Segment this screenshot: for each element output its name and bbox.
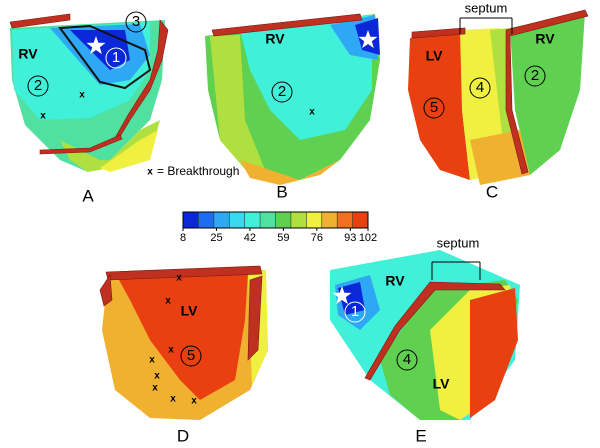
- chamber-label: RV: [18, 46, 38, 62]
- region-circle: [524, 65, 546, 87]
- septum-label: septum: [465, 0, 508, 15]
- colorbar-tick-label: 25: [210, 232, 222, 244]
- breakthrough-mark: x: [165, 296, 171, 307]
- heart-d: [99, 265, 268, 420]
- chamber-label: LV: [181, 303, 199, 319]
- chamber-label: RV: [535, 31, 555, 47]
- breakthrough-mark: x: [40, 111, 46, 122]
- region-number: 2: [34, 77, 42, 94]
- panel-label: C: [486, 182, 498, 201]
- region-circle: [396, 349, 418, 371]
- breakthrough-mark: x: [168, 345, 174, 356]
- colorbar-tick-label: 59: [277, 232, 289, 244]
- region-circle: [344, 301, 366, 323]
- region-circle: [180, 345, 202, 367]
- region-number: 1: [112, 49, 120, 66]
- panel-label: E: [415, 426, 426, 445]
- region-number: 5: [187, 347, 195, 364]
- region-circle: [423, 97, 445, 119]
- colorbar: 8 25 42 59 76 93 102: [180, 211, 377, 244]
- pacing-star: [332, 286, 352, 305]
- colorbar-swatch: [244, 212, 261, 228]
- region-circle: [469, 77, 491, 99]
- heart-e: [330, 250, 520, 420]
- colorbar-frame: [182, 211, 369, 229]
- colorbar-swatch: [198, 212, 215, 228]
- breakthrough-mark: x: [191, 396, 197, 407]
- region-circle: [125, 11, 147, 33]
- region-circle: [105, 47, 127, 69]
- colorbar-swatch: [213, 212, 230, 228]
- region-number: 4: [403, 351, 411, 368]
- region-number: 2: [278, 83, 286, 100]
- region-number: 4: [476, 79, 484, 96]
- note-text: = Breakthrough: [157, 164, 239, 178]
- panel-label: D: [177, 426, 189, 445]
- colorbar-swatch: [290, 212, 307, 228]
- colorbar-swatch: [352, 212, 369, 228]
- breakthrough-mark: x: [149, 355, 155, 366]
- colorbar-swatch: [260, 212, 276, 228]
- colorbar-swatch: [229, 212, 246, 228]
- colorbar-tick-label: 8: [180, 232, 186, 244]
- chamber-label: LV: [426, 48, 444, 64]
- colorbar-tick-label: 42: [244, 232, 256, 244]
- breakthrough-mark: x: [170, 394, 176, 405]
- region-number: 5: [430, 99, 438, 116]
- region-number: 3: [132, 13, 140, 30]
- heart-b: [205, 13, 380, 185]
- septum-label: septum: [437, 235, 480, 250]
- panel-label: B: [276, 182, 287, 201]
- pacing-star: [358, 30, 378, 49]
- chamber-label: RV: [265, 31, 285, 47]
- breakthrough-mark: x: [309, 107, 315, 118]
- chamber-label: RV: [385, 273, 405, 289]
- region-number: 2: [531, 67, 539, 84]
- region-number: 1: [351, 303, 359, 320]
- colorbar-swatch: [275, 212, 292, 228]
- colorbar-tick-label: 93: [344, 232, 356, 244]
- colorbar-tick-label: 102: [359, 232, 377, 244]
- note-symbol: x: [147, 167, 153, 178]
- breakthrough-mark: x: [152, 383, 158, 394]
- colorbar-swatch: [183, 212, 199, 228]
- breakthrough-mark: x: [176, 273, 182, 284]
- colorbar-tick-label: 76: [311, 232, 323, 244]
- pacing-star: [86, 36, 106, 55]
- breakthrough-mark: x: [79, 90, 85, 101]
- heart-c: [408, 9, 589, 185]
- colorbar-swatch: [337, 212, 354, 228]
- colorbar-swatch: [321, 212, 338, 228]
- region-circle: [27, 75, 49, 97]
- chamber-label: LV: [433, 376, 451, 392]
- panel-label: A: [82, 186, 94, 205]
- region-circle: [271, 81, 293, 103]
- colorbar-swatch: [306, 212, 323, 228]
- breakthrough-mark: x: [154, 371, 160, 382]
